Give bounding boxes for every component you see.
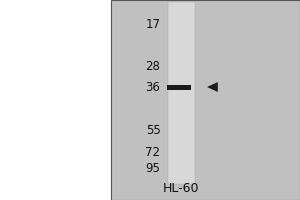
Bar — [168, 2, 195, 184]
Text: 17: 17 — [146, 19, 160, 31]
Text: 28: 28 — [146, 60, 160, 73]
Text: 95: 95 — [146, 162, 160, 176]
Bar — [167, 84, 191, 90]
Polygon shape — [207, 82, 218, 92]
Text: 55: 55 — [146, 124, 160, 138]
Text: 72: 72 — [146, 146, 160, 160]
Bar — [111, 0, 300, 200]
Text: HL-60: HL-60 — [163, 182, 200, 196]
Text: 36: 36 — [146, 81, 160, 94]
